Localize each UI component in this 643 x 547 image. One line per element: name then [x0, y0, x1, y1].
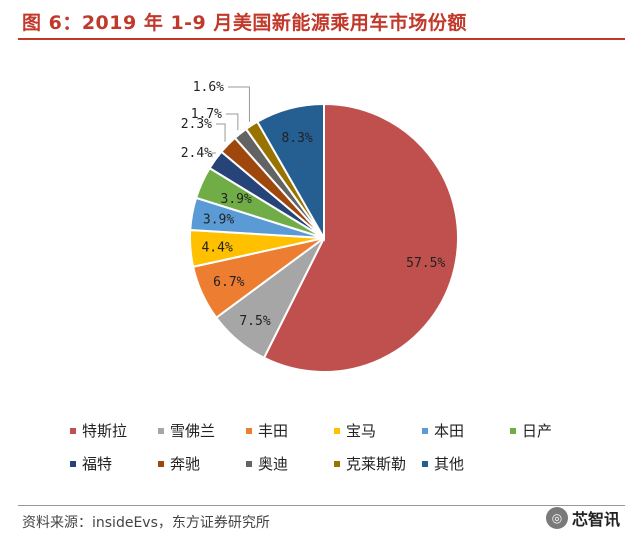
legend-label: 福特 [82, 455, 113, 473]
legend-item: 本田 [422, 420, 464, 441]
legend-item: 奥迪 [246, 453, 288, 474]
pie-slice-0 [262, 102, 459, 373]
legend-swatch [158, 427, 164, 434]
title-divider [18, 38, 625, 40]
chart-title: 图 6：2019 年 1-9 月美国新能源乘用车市场份额 [22, 12, 467, 34]
legend-label: 本田 [434, 422, 465, 440]
legend-swatch [334, 427, 340, 434]
legend-label: 丰田 [258, 422, 289, 440]
slice-label-5: 3.9% [221, 192, 252, 207]
legend-swatch [158, 460, 164, 467]
legend-swatch [334, 460, 340, 467]
legend-swatch [70, 460, 76, 467]
leader-line-8 [226, 113, 239, 131]
pie-slice-10 [255, 102, 325, 242]
slice-label-1: 7.5% [239, 314, 270, 329]
legend-swatch [70, 427, 76, 434]
slice-label-4: 3.9% [203, 213, 234, 228]
leader-line-6 [211, 152, 216, 158]
legend-item: 福特 [70, 453, 112, 474]
legend-label: 雪佛兰 [170, 422, 216, 440]
slice-label-9: 1.6% [193, 80, 224, 95]
legend-item: 日产 [510, 420, 552, 441]
slice-label-8: 1.7% [191, 107, 222, 122]
legend-item: 宝马 [334, 420, 376, 441]
leader-line-7 [216, 123, 226, 142]
slice-label-3: 4.4% [201, 240, 232, 255]
legend-swatch [246, 427, 252, 434]
legend-label: 其他 [434, 455, 465, 473]
source-note: 资料来源：insideEvs，东方证券研究所 [22, 515, 270, 531]
legend-item: 其他 [422, 453, 464, 474]
slice-label-10: 8.3% [281, 131, 312, 146]
legend-label: 日产 [522, 422, 553, 440]
legend-label: 克莱斯勒 [346, 455, 407, 473]
legend-swatch [246, 460, 252, 467]
leader-line-9 [228, 86, 250, 122]
slice-label-7: 2.3% [181, 117, 212, 132]
legend-label: 奥迪 [258, 455, 289, 473]
slice-label-2: 6.7% [213, 275, 244, 290]
legend-label: 特斯拉 [82, 422, 128, 440]
legend-item: 丰田 [246, 420, 288, 441]
legend-item: 特斯拉 [70, 420, 127, 441]
legend-item: 雪佛兰 [158, 420, 215, 441]
legend-item: 奔驰 [158, 453, 200, 474]
brand-name: 芯智讯 [572, 510, 621, 529]
legend-item: 克莱斯勒 [334, 453, 406, 474]
legend-swatch [510, 427, 516, 434]
legend-label: 奔驰 [170, 455, 201, 473]
slice-label-6: 2.4% [181, 146, 212, 161]
slice-label-0: 57.5% [406, 256, 445, 271]
legend-swatch [422, 427, 428, 434]
brand-badge: ◎ 芯智讯 [546, 506, 620, 530]
source-divider [18, 505, 625, 506]
pie-chart: 57.5% 7.5% 6.7% 4.4% 3.9% 3.9% 2.4% 2.3%1.7% 1.6… [181, 80, 459, 373]
wechat-icon: ◎ [546, 507, 568, 529]
legend-swatch [422, 460, 428, 467]
legend-label: 宝马 [346, 422, 377, 440]
